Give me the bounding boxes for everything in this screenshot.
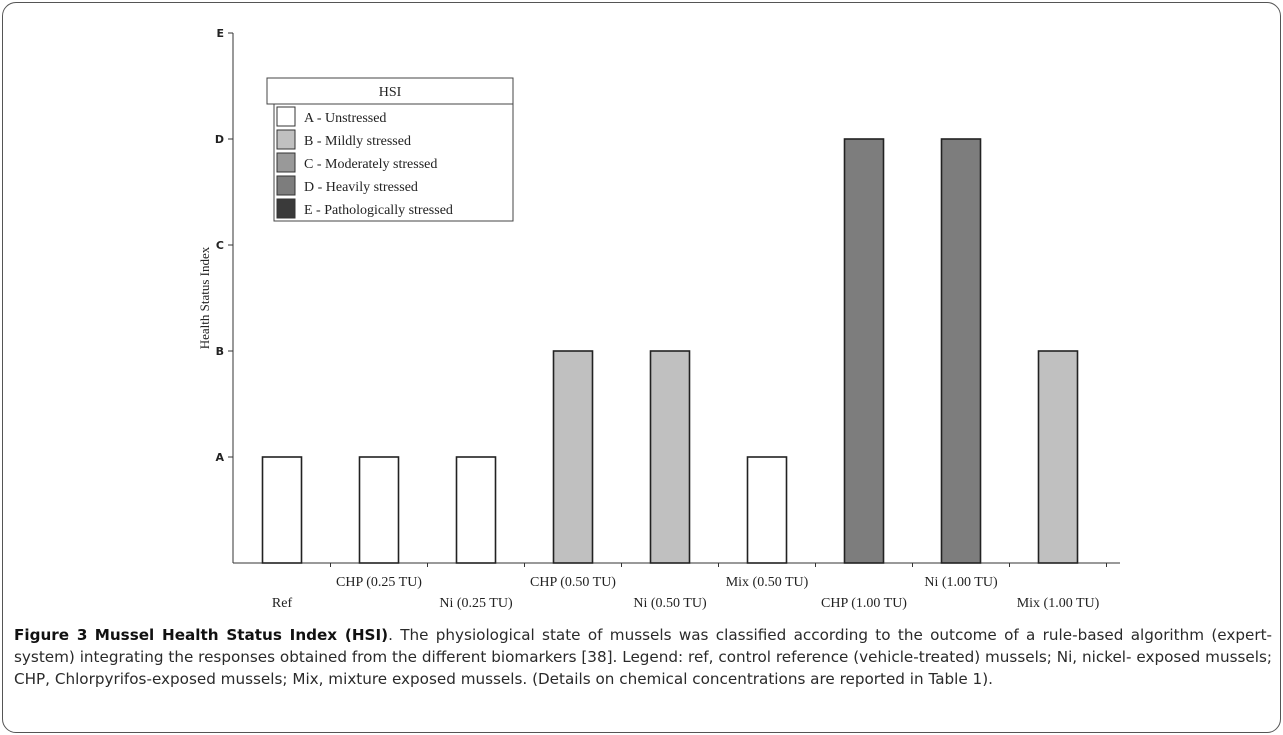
bar-6 xyxy=(746,456,788,564)
bar-8 xyxy=(940,138,982,564)
legend-entry-label: D - Heavily stressed xyxy=(304,180,418,195)
figure-caption: Figure 3 Mussel Health Status Index (HSI… xyxy=(14,624,1272,690)
x-tick-label: CHP (0.50 TU) xyxy=(530,575,616,590)
y-tick-label-a: A xyxy=(215,451,224,464)
x-tick-label: Mix (1.00 TU) xyxy=(1017,596,1100,611)
y-axis-label: Health Status Index xyxy=(197,246,212,349)
bar-3 xyxy=(455,456,497,564)
legend-swatch xyxy=(276,175,296,196)
x-tick-label: CHP (1.00 TU) xyxy=(821,596,907,611)
x-tick-label: Ref xyxy=(272,596,293,611)
y-tick-label-d: D xyxy=(215,133,224,146)
legend-entry-label: B - Mildly stressed xyxy=(304,134,411,149)
legend-entry-label: E - Pathologically stressed xyxy=(304,203,453,218)
x-tick-label: CHP (0.25 TU) xyxy=(336,575,422,590)
health-status-index-chart: A B C D E Health Status Index Ref CHP (0.25 TU)… xyxy=(197,27,1120,611)
bar-5 xyxy=(649,350,691,564)
legend-swatch xyxy=(276,198,296,219)
legend-swatch xyxy=(276,106,296,127)
legend-swatch xyxy=(276,152,296,173)
x-tick-label: Mix (0.50 TU) xyxy=(726,575,809,590)
bar-1 xyxy=(261,456,303,564)
caption-body: . The physiological state of mussels was… xyxy=(14,626,1273,688)
x-tick-label: Ni (0.50 TU) xyxy=(633,596,707,611)
y-tick-label-e: E xyxy=(216,27,224,40)
legend-swatch xyxy=(276,129,296,150)
x-tick-label: Ni (0.25 TU) xyxy=(439,596,513,611)
figure-title: Mussel Health Status Index (HSI) xyxy=(94,626,389,644)
bar-2 xyxy=(358,456,400,564)
legend-entry-label: C - Moderately stressed xyxy=(304,157,437,172)
x-tick-label: Ni (1.00 TU) xyxy=(924,575,998,590)
figure-label: Figure 3 xyxy=(14,626,88,644)
y-tick-label-b: B xyxy=(216,345,224,358)
legend-body-box xyxy=(273,103,514,222)
legend-entry-label: A - Unstressed xyxy=(304,111,386,126)
legend-title: HSI xyxy=(379,85,402,100)
bar-7 xyxy=(843,138,885,564)
bar-9 xyxy=(1037,350,1079,564)
y-tick-label-c: C xyxy=(216,239,224,252)
bar-4 xyxy=(552,350,594,564)
